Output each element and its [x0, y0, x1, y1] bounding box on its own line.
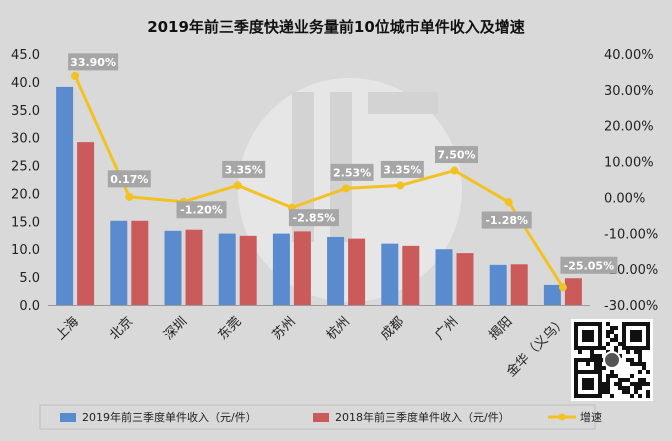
- growth-point: [233, 181, 242, 190]
- bar-2019: [272, 233, 290, 305]
- growth-data-label: -25.05%: [564, 259, 614, 272]
- left-axis-tick-label: 10.0: [11, 243, 40, 258]
- bar-2018: [77, 142, 95, 305]
- right-axis-tick-label: -10.00%: [604, 227, 658, 242]
- growth-data-label: -1.28%: [485, 214, 528, 227]
- chart-title: 2019年前三季度快递业务量前10位城市单件收入及增速: [147, 18, 525, 36]
- left-axis-tick-label: 40.0: [11, 76, 40, 91]
- growth-label-box: [68, 53, 119, 71]
- right-axis-tick-label: -30.00%: [604, 299, 658, 314]
- left-axis-tick-label: 20.0: [11, 187, 40, 202]
- growth-point: [342, 184, 351, 193]
- growth-data-label: -2.85%: [293, 212, 336, 225]
- growth-point: [450, 166, 459, 175]
- left-axis-tick-label: 15.0: [11, 215, 40, 230]
- growth-point: [558, 283, 567, 292]
- growth-label-box: [222, 160, 266, 178]
- bar-2019: [164, 230, 182, 305]
- growth-data-label: 3.35%: [383, 163, 421, 176]
- bar-2018: [402, 245, 420, 305]
- legend-marker-growth: [558, 413, 566, 421]
- growth-point: [125, 192, 134, 201]
- left-axis: 0.0 5.0 10.0 15.0 20.0 25.0 30.0 35.0 40.0 45.0: [11, 48, 40, 314]
- legend-swatch-2019: [60, 413, 76, 422]
- legend-label-growth: 增速: [580, 410, 602, 424]
- growth-label-box: [481, 211, 532, 229]
- right-axis-tick-label: -20.00%: [604, 263, 658, 278]
- right-axis-tick-label: 10.00%: [604, 156, 654, 171]
- bar-2018: [293, 231, 311, 305]
- bar-2019: [327, 236, 345, 305]
- growth-label-box: [288, 209, 339, 227]
- bar-2019: [56, 86, 74, 305]
- growth-data-label: 0.17%: [110, 173, 148, 186]
- growth-label-box: [435, 146, 478, 164]
- growth-label-box: [176, 201, 227, 219]
- left-axis-tick-label: 45.0: [11, 48, 40, 63]
- legend: 2019年前三季度单件收入（元/件） 2018年前三季度单件收入（元/件） 增速: [39, 404, 602, 430]
- right-axis: -30.00% -20.00% -10.00% 0.00% 10.00% 20.00% 30…: [604, 48, 658, 314]
- bar-2019: [218, 233, 236, 305]
- bar-2019: [489, 264, 507, 305]
- growth-data-label: 33.90%: [70, 56, 116, 69]
- growth-data-label: 2.53%: [333, 166, 371, 179]
- bar-2019: [381, 243, 399, 305]
- growth-label-box: [107, 170, 151, 188]
- growth-data-label: 3.35%: [225, 163, 263, 176]
- legend-label-2018: 2018年前三季度单件收入（元/件）: [335, 410, 510, 424]
- growth-label-box: [380, 160, 424, 178]
- left-axis-tick-label: 0.0: [19, 299, 40, 314]
- growth-data-label: -1.20%: [180, 204, 223, 217]
- left-axis-tick-label: 30.0: [11, 132, 40, 147]
- growth-point: [504, 198, 513, 207]
- left-axis-tick-label: 25.0: [11, 160, 40, 175]
- left-axis-tick-label: 35.0: [11, 104, 40, 119]
- growth-label-box: [330, 163, 374, 181]
- growth-line: [73, 75, 565, 289]
- growth-data-label: 7.50%: [437, 149, 475, 162]
- bar-2018: [564, 278, 582, 305]
- bar-2019: [435, 249, 453, 305]
- growth-point: [396, 181, 405, 190]
- bar-2018: [456, 253, 474, 305]
- growth-line-layer: 33.90% 0.17% -1.20% 3.35% -2.85% 2.53% 3.35% 7.…: [68, 53, 618, 292]
- left-axis-tick-label: 5.0: [19, 271, 40, 286]
- right-axis-tick-label: 20.00%: [604, 120, 654, 135]
- bar-2018: [185, 229, 203, 305]
- bar-2019: [110, 220, 128, 305]
- bars: [48, 86, 590, 306]
- bar-2018: [510, 264, 528, 305]
- legend-label-2019: 2019年前三季度单件收入（元/件）: [82, 410, 257, 424]
- growth-label-box: [560, 256, 618, 274]
- right-axis-tick-label: 30.00%: [604, 84, 654, 99]
- bar-2019: [543, 284, 561, 305]
- bar-2018: [239, 235, 257, 305]
- qr-code-image: [571, 319, 653, 401]
- bar-2018: [131, 220, 149, 305]
- right-axis-tick-label: 0.00%: [604, 191, 645, 206]
- bar-2018: [348, 238, 366, 305]
- legend-swatch-2018: [313, 413, 329, 422]
- right-axis-tick-label: 40.00%: [604, 48, 654, 63]
- growth-point: [71, 71, 80, 80]
